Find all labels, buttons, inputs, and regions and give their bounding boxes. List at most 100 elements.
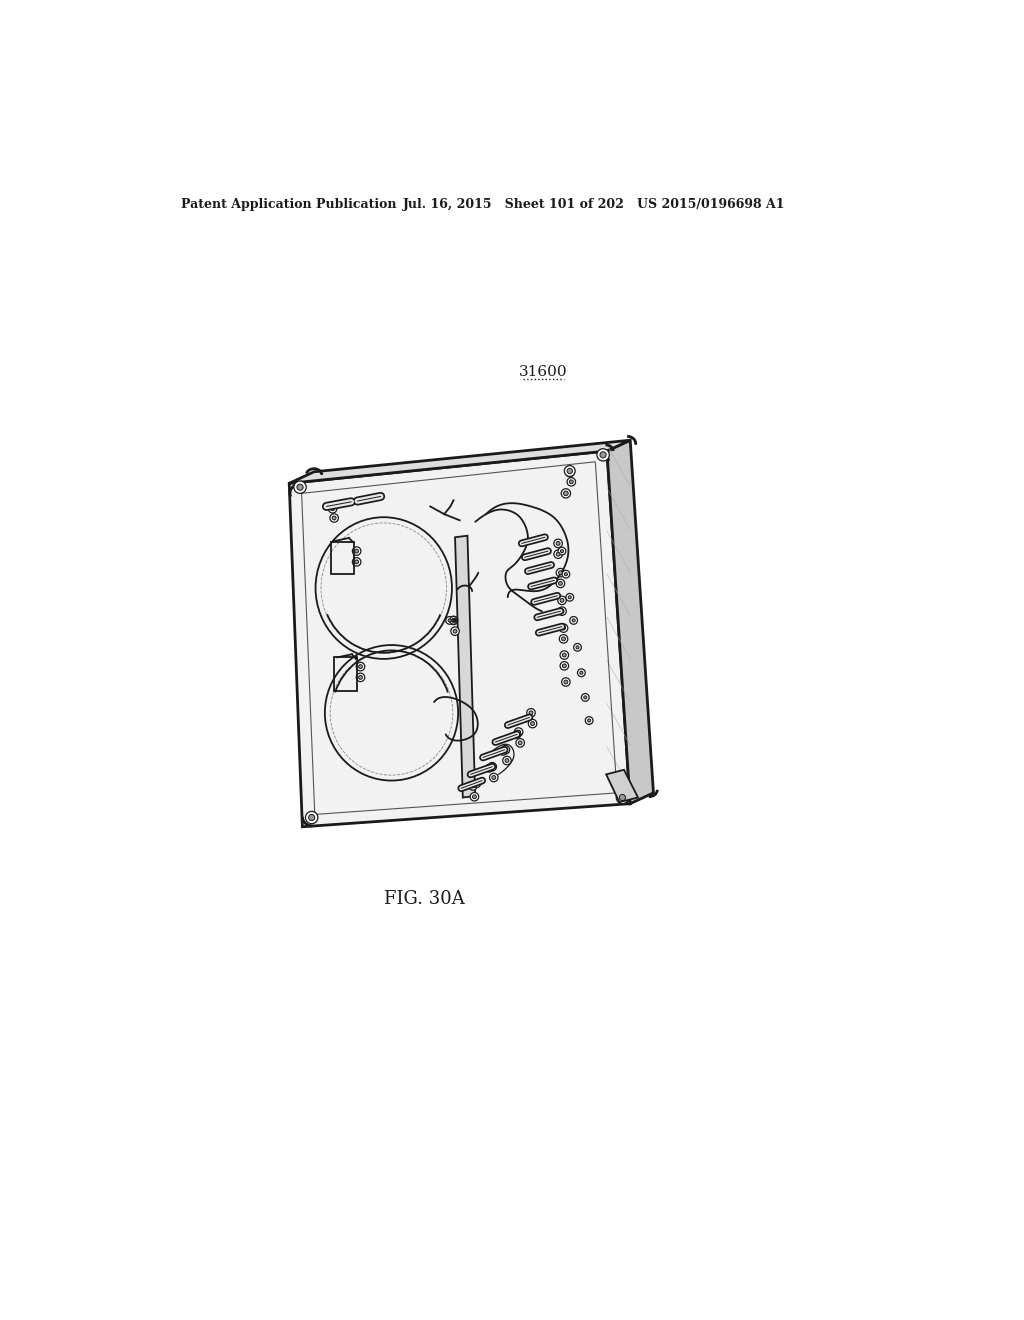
Circle shape — [475, 781, 478, 785]
Circle shape — [559, 635, 568, 643]
Circle shape — [568, 471, 571, 474]
Circle shape — [562, 664, 566, 668]
Circle shape — [453, 630, 457, 634]
Circle shape — [569, 616, 578, 624]
Circle shape — [562, 570, 569, 578]
Circle shape — [554, 550, 562, 558]
Circle shape — [573, 644, 582, 651]
Circle shape — [449, 619, 452, 622]
Circle shape — [562, 653, 566, 657]
Circle shape — [450, 616, 458, 624]
Circle shape — [620, 795, 626, 800]
Circle shape — [469, 781, 477, 791]
Circle shape — [470, 792, 478, 801]
Circle shape — [451, 627, 460, 635]
Circle shape — [452, 619, 455, 622]
Circle shape — [488, 763, 497, 771]
Circle shape — [588, 719, 591, 722]
Circle shape — [501, 746, 510, 754]
Text: FIG. 30A: FIG. 30A — [384, 890, 465, 908]
Polygon shape — [289, 441, 630, 483]
Circle shape — [505, 759, 509, 763]
Circle shape — [450, 616, 458, 624]
Polygon shape — [455, 536, 475, 797]
Circle shape — [490, 764, 495, 768]
Circle shape — [582, 693, 589, 701]
Circle shape — [514, 727, 523, 737]
Circle shape — [528, 719, 537, 727]
Circle shape — [330, 513, 338, 523]
Circle shape — [567, 478, 575, 486]
Circle shape — [560, 598, 564, 602]
Circle shape — [600, 451, 606, 458]
Text: Jul. 16, 2015   Sheet 101 of 202   US 2015/0196698 A1: Jul. 16, 2015 Sheet 101 of 202 US 2015/0… — [403, 198, 785, 211]
Circle shape — [485, 764, 493, 772]
Circle shape — [561, 626, 565, 630]
Polygon shape — [289, 451, 630, 826]
Circle shape — [559, 624, 568, 632]
Circle shape — [358, 676, 362, 680]
Circle shape — [556, 569, 564, 577]
Circle shape — [569, 480, 573, 483]
Circle shape — [517, 730, 520, 734]
Circle shape — [518, 741, 522, 744]
Circle shape — [564, 680, 568, 684]
Circle shape — [331, 507, 335, 511]
Circle shape — [515, 733, 518, 737]
Circle shape — [354, 560, 358, 564]
Circle shape — [561, 638, 565, 640]
Circle shape — [616, 792, 629, 804]
Circle shape — [563, 491, 568, 495]
Circle shape — [453, 619, 457, 622]
Circle shape — [308, 814, 314, 821]
Circle shape — [586, 717, 593, 725]
Circle shape — [358, 665, 362, 668]
Circle shape — [566, 594, 573, 601]
Circle shape — [560, 610, 564, 612]
Circle shape — [526, 709, 536, 717]
Circle shape — [558, 570, 562, 574]
Circle shape — [565, 469, 574, 477]
Circle shape — [580, 671, 583, 675]
Circle shape — [356, 663, 365, 671]
Circle shape — [568, 595, 571, 599]
Circle shape — [472, 795, 476, 799]
Circle shape — [500, 747, 507, 755]
Circle shape — [516, 739, 524, 747]
Circle shape — [352, 557, 360, 566]
Circle shape — [529, 711, 532, 714]
Circle shape — [560, 661, 568, 671]
Circle shape — [356, 673, 365, 681]
Circle shape — [530, 722, 535, 726]
Circle shape — [473, 780, 480, 788]
Circle shape — [513, 730, 521, 738]
Polygon shape — [606, 770, 638, 803]
Circle shape — [332, 516, 336, 520]
Circle shape — [352, 546, 360, 556]
Circle shape — [504, 748, 507, 751]
Circle shape — [558, 582, 562, 585]
Circle shape — [471, 784, 475, 788]
Circle shape — [487, 767, 490, 770]
Circle shape — [503, 756, 511, 764]
Circle shape — [305, 812, 317, 824]
Circle shape — [502, 750, 505, 752]
Circle shape — [578, 669, 586, 677]
Circle shape — [554, 539, 562, 548]
Circle shape — [564, 466, 575, 477]
Polygon shape — [607, 441, 653, 804]
Circle shape — [597, 449, 609, 461]
Circle shape — [558, 548, 566, 554]
Circle shape — [572, 619, 575, 622]
Circle shape — [556, 579, 564, 587]
Text: Patent Application Publication: Patent Application Publication — [180, 198, 396, 211]
Circle shape — [489, 774, 498, 781]
Circle shape — [556, 541, 560, 545]
Circle shape — [558, 607, 566, 615]
Circle shape — [567, 469, 572, 474]
Circle shape — [445, 616, 454, 624]
Circle shape — [452, 619, 456, 622]
Circle shape — [561, 488, 570, 498]
Circle shape — [492, 776, 496, 779]
Text: 31600: 31600 — [519, 366, 567, 379]
